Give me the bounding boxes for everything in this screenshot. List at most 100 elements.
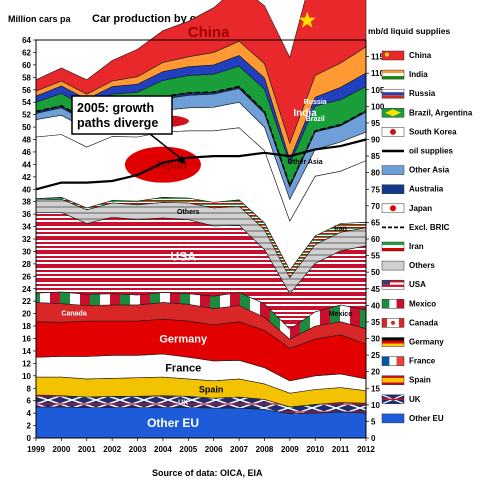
x-tick-label: 2006: [205, 445, 223, 454]
x-tick-label: 2002: [103, 445, 121, 454]
legend-swatch-border: [381, 203, 405, 214]
area-label-india: India: [293, 108, 317, 119]
legend-item-canada: Canada: [381, 318, 438, 328]
x-tick-label: 2000: [52, 445, 70, 454]
legend-swatch-border: [381, 260, 405, 271]
legend-china-star: [385, 52, 389, 57]
legend-swatch-border: [381, 299, 405, 309]
legend-label: Iran: [409, 242, 424, 251]
right-tick-label: 70: [371, 202, 380, 211]
legend-label: Brazil, Argentina: [409, 108, 473, 117]
legend-item-germany: Germany: [381, 337, 444, 347]
area-label-other-asia: Other Asia: [288, 159, 323, 166]
left-tick-label: 16: [22, 335, 31, 344]
area-label-brazil-argentina: Brazil: [306, 116, 325, 123]
area-label-uk: UK: [178, 399, 188, 406]
right-tick-label: 100: [371, 102, 385, 111]
right-tick-label: 110: [371, 69, 384, 78]
right-tick-label: 15: [371, 384, 380, 393]
left-tick-label: 36: [22, 210, 31, 219]
legend-label: Australia: [409, 185, 444, 194]
annotation-text-line: 2005: growth: [77, 101, 154, 115]
legend-canada-leaf: [391, 320, 395, 325]
legend-item-spain: Spain: [381, 375, 431, 385]
axes: 0246810121416182022242628303234363840424…: [22, 36, 385, 454]
left-tick-label: 12: [22, 359, 31, 368]
legend-item-india: India: [381, 69, 428, 80]
legend-france-red: [396, 356, 404, 366]
right-tick-label: 25: [371, 351, 380, 360]
left-tick-label: 44: [22, 160, 31, 169]
right-tick-label: 80: [371, 169, 380, 178]
legend-swatch-part: [382, 92, 404, 96]
x-tick-label: 2007: [230, 445, 248, 454]
legend-swatch-part: [382, 337, 404, 341]
right-axis-label: mb/d liquid supplies: [368, 26, 450, 36]
legend-swatch-border: [381, 108, 405, 118]
annotation-arrowhead: [177, 155, 187, 165]
legend-label: Japan: [409, 204, 432, 213]
left-tick-label: 48: [22, 136, 31, 145]
area-label-mexico: Mexico: [329, 311, 353, 318]
right-tick-label: 95: [371, 119, 380, 128]
left-tick-label: 2: [27, 422, 32, 431]
area-label-spain: Spain: [199, 384, 224, 394]
right-tick-label: 75: [371, 185, 380, 194]
legend-label: Other EU: [409, 414, 444, 423]
legend-item-south-korea: South Korea: [381, 127, 457, 137]
legend-item-oil-supplies: oil supplies: [382, 147, 454, 156]
annotation-box: [71, 95, 173, 135]
legend-label: Germany: [409, 338, 444, 347]
right-tick-label: 115: [371, 53, 384, 62]
area-label-russia: Russia: [304, 99, 327, 106]
x-tick-label: 2008: [256, 445, 274, 454]
legend-label: China: [409, 51, 432, 60]
left-tick-label: 24: [22, 285, 31, 294]
left-axis-label: Million cars pa: [8, 14, 72, 24]
legend-swatch-part: [382, 73, 404, 77]
legend-swatch-border: [381, 127, 405, 137]
legend-swatch-part: [382, 286, 404, 290]
left-tick-label: 26: [22, 272, 31, 281]
left-tick-label: 28: [22, 260, 31, 269]
source-note: Source of data: OICA, EIA: [152, 468, 263, 478]
right-tick-label: 65: [371, 218, 380, 227]
legend-swatch-border: [381, 318, 405, 328]
left-tick-label: 64: [22, 36, 31, 45]
legend-swatch-border: [381, 241, 405, 252]
legend-swatch-border: [381, 375, 405, 385]
legend-item-mexico: Mexico: [381, 299, 436, 309]
legend-swatch-part: [382, 242, 404, 245]
legend-brazil-diamond: [385, 109, 401, 117]
legend-usa-canton: [382, 280, 390, 285]
legend-swatch-part: [382, 76, 404, 80]
legend-item-uk: UK: [381, 394, 421, 405]
legend-swatch-part: [382, 280, 404, 283]
area-label-canada: Canada: [61, 311, 86, 318]
legend-label: USA: [409, 280, 426, 289]
legend-swatch-part: [382, 377, 404, 383]
left-tick-label: 62: [22, 48, 31, 57]
left-tick-label: 30: [22, 247, 31, 256]
left-tick-label: 40: [22, 185, 31, 194]
legend-label: Excl. BRIC: [409, 223, 450, 232]
legend-swatch-part: [382, 413, 404, 423]
left-tick-label: 42: [22, 173, 31, 182]
left-tick-label: 4: [27, 409, 32, 418]
legend-label: Others: [409, 261, 435, 270]
legend-mexico-red: [396, 299, 404, 309]
legend-canada-bar: [399, 318, 404, 328]
legend-label: oil supplies: [409, 147, 454, 156]
right-tick-label: 105: [371, 86, 385, 95]
legend-swatch-border: [381, 337, 405, 347]
legend-swatch-border: [381, 356, 405, 366]
legend: China India Russia Brazil, Argentina South K…: [381, 50, 473, 424]
right-tick-label: 5: [371, 417, 376, 426]
x-tick-label: 2003: [129, 445, 147, 454]
x-tick-label: 2004: [154, 445, 172, 454]
x-tick-label: 2005: [179, 445, 197, 454]
x-tick-label: 2009: [281, 445, 299, 454]
area-label-china: China: [188, 24, 230, 41]
left-tick-label: 0: [27, 434, 32, 443]
area-label-usa: USA: [171, 250, 197, 264]
